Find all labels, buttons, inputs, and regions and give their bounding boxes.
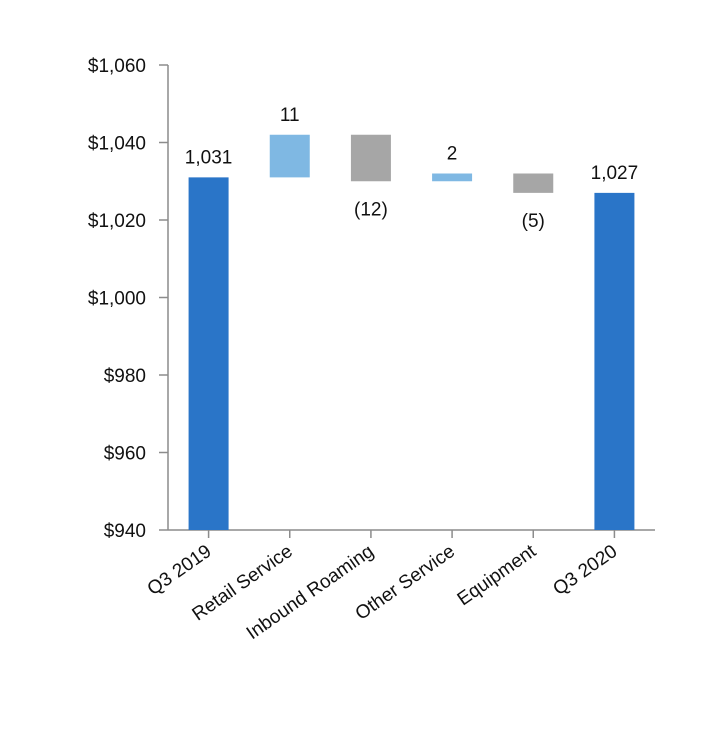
bar: [269, 134, 310, 178]
bar: [594, 192, 635, 530]
y-tick-label: $1,000: [88, 289, 146, 310]
x-tick-label: Q3 2020: [550, 541, 622, 600]
x-tick-label: Equipment: [454, 540, 541, 610]
y-tick-label: $980: [104, 366, 146, 387]
data-label: 1,027: [591, 163, 639, 184]
data-label: (5): [522, 211, 545, 232]
data-label: 2: [447, 144, 458, 165]
y-tick-label: $960: [104, 444, 146, 465]
y-tick-label: $1,040: [88, 134, 146, 155]
y-tick-label: $1,060: [88, 56, 146, 77]
data-label: 11: [280, 105, 300, 126]
y-tick-label: $1,020: [88, 211, 146, 232]
y-tick-label: $940: [104, 521, 146, 542]
bar: [513, 173, 554, 193]
data-label: 1,031: [185, 147, 233, 168]
bar: [350, 134, 391, 182]
bar: [188, 177, 229, 530]
bar: [432, 173, 473, 182]
data-label: (12): [354, 199, 388, 220]
x-tick-label: Q3 2019: [144, 541, 216, 600]
